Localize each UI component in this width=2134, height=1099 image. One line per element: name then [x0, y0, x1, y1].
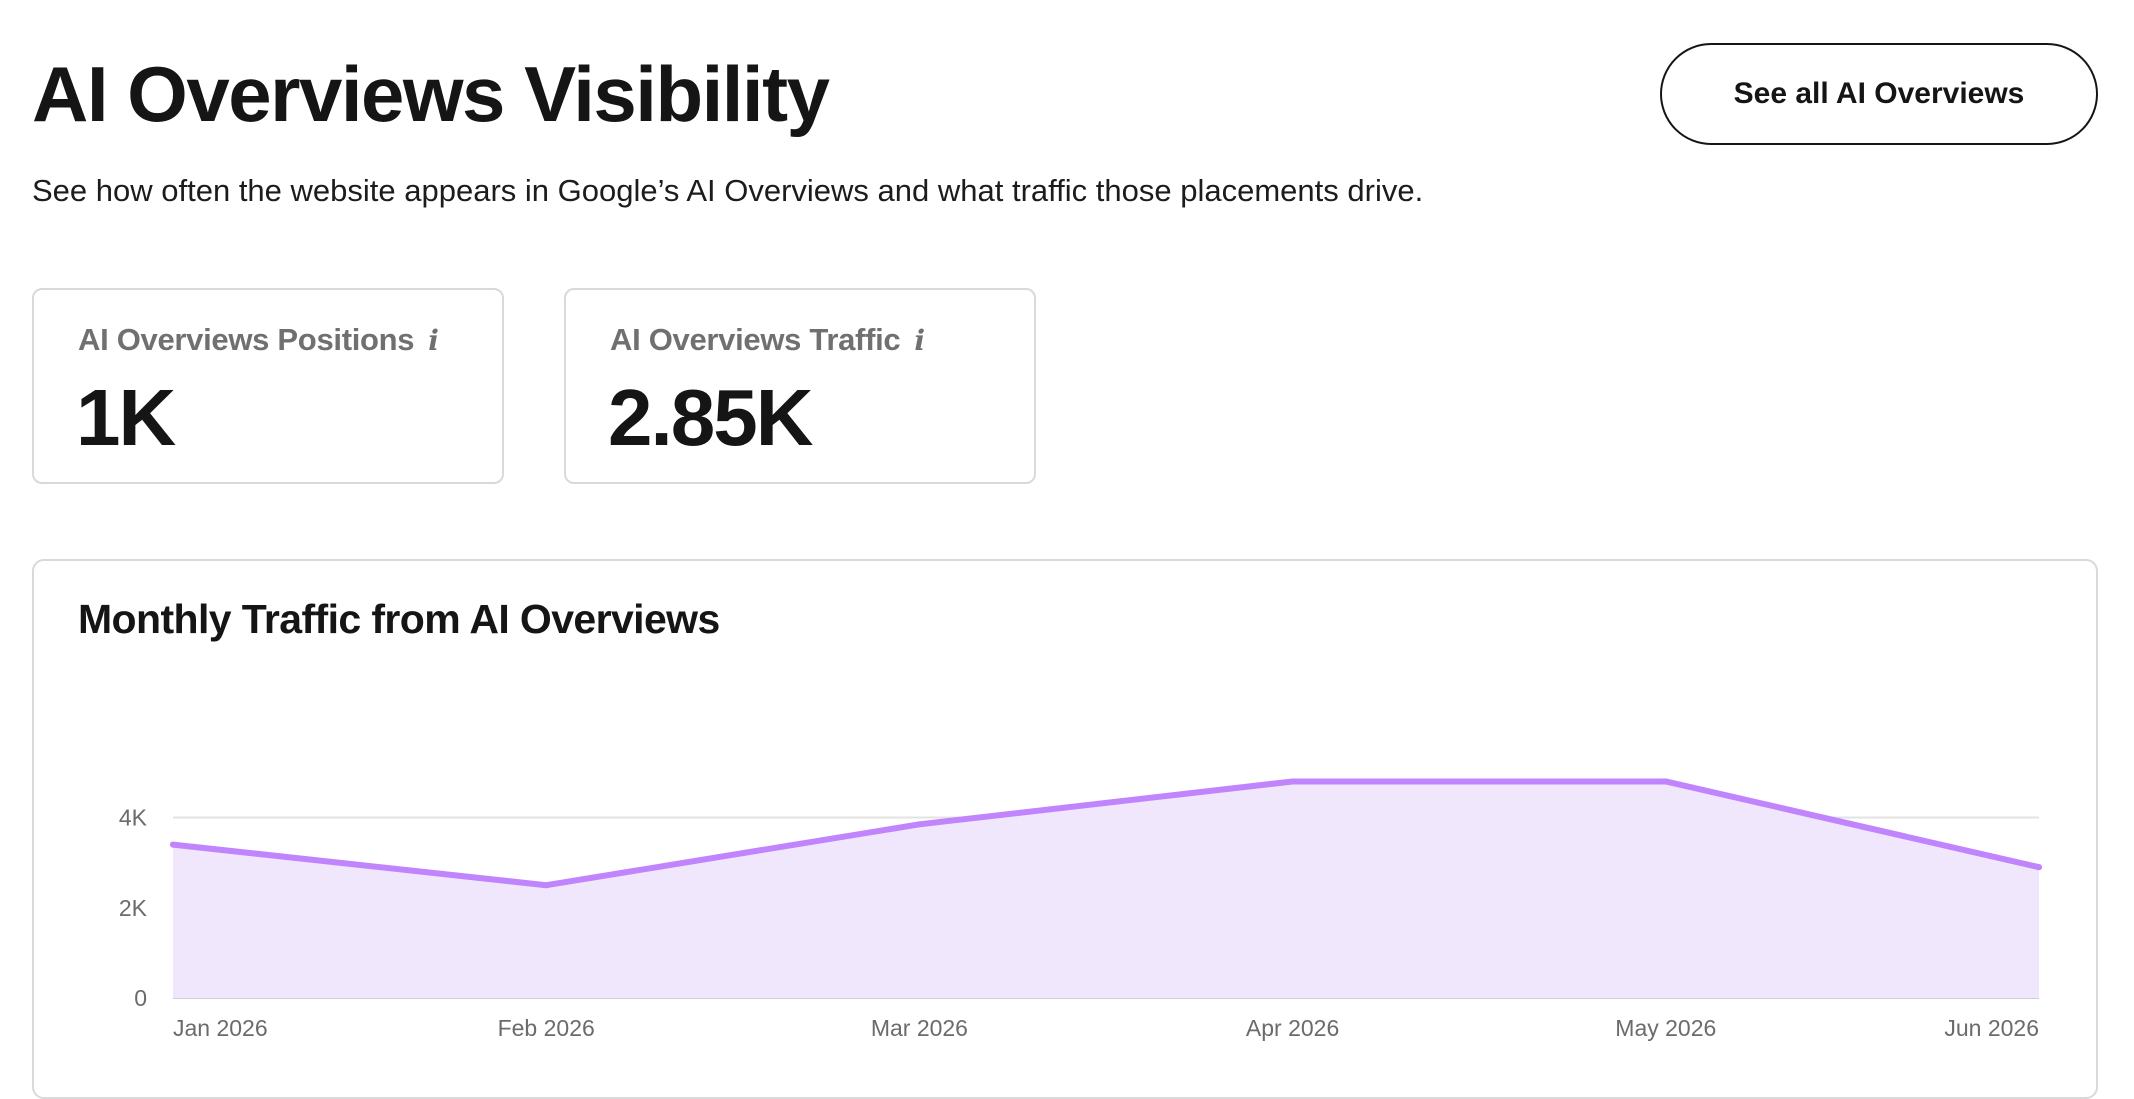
metric-value: 2.85K: [608, 373, 813, 462]
y-tick-label: 4K: [119, 805, 148, 831]
chart-title: Monthly Traffic from AI Overviews: [78, 596, 720, 642]
metric-label: AI Overviews Positions: [78, 322, 415, 357]
x-tick-label: Feb 2026: [498, 1015, 595, 1041]
traffic-area: [173, 781, 2039, 998]
x-tick-label: Jun 2026: [1944, 1015, 2039, 1041]
page-title: AI Overviews Visibility: [32, 50, 830, 138]
traffic-point: [916, 821, 923, 828]
y-tick-label: 0: [134, 985, 147, 1011]
metric-label-row: AI Overviews Positions i: [78, 320, 439, 360]
monthly-traffic-chart-card: Monthly Traffic from AI Overviews 0 2K 4K J…: [32, 559, 2098, 1099]
x-tick-label: Apr 2026: [1246, 1015, 1339, 1041]
monthly-traffic-chart: 0 2K 4K Jan 2026 Feb 2026 Mar 2026 Apr 2026 May…: [119, 778, 2042, 1041]
traffic-point: [170, 841, 176, 848]
x-tick-label: May 2026: [1615, 1015, 1716, 1041]
page-subtitle: See how often the website appears in Goo…: [32, 173, 1424, 208]
traffic-point: [543, 882, 550, 889]
info-icon[interactable]: i: [428, 323, 439, 357]
info-icon[interactable]: i: [914, 323, 926, 357]
traffic-point: [2036, 864, 2042, 871]
metric-label-row: AI Overviews Traffic i: [610, 320, 925, 360]
traffic-line: [170, 778, 2042, 889]
y-tick-label: 2K: [119, 895, 148, 921]
traffic-point: [1662, 778, 1669, 785]
x-tick-label: Jan 2026: [173, 1015, 268, 1041]
ai-overviews-traffic-card: AI Overviews Traffic i 2.85K: [564, 288, 1036, 484]
metric-value: 1K: [76, 373, 176, 462]
x-tick-label: Mar 2026: [871, 1015, 968, 1041]
traffic-point: [1289, 778, 1296, 785]
ai-overviews-positions-card: AI Overviews Positions i 1K: [32, 288, 504, 484]
see-all-ai-overviews-button[interactable]: See all AI Overviews: [1660, 43, 2098, 145]
metric-label: AI Overviews Traffic: [610, 322, 901, 357]
